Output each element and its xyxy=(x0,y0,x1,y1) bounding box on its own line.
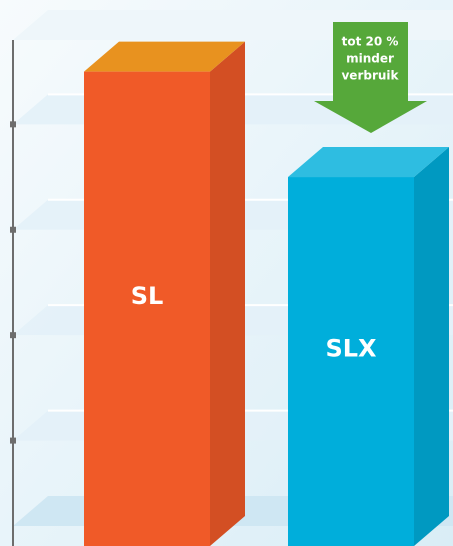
y-tick xyxy=(10,437,16,444)
annotation-arrow xyxy=(314,22,427,133)
y-tick xyxy=(10,226,16,233)
annotation-line: minder xyxy=(346,52,394,66)
bar-label: SL xyxy=(131,282,164,310)
annotation-line: tot 20 % xyxy=(342,35,399,49)
y-tick xyxy=(10,332,16,339)
bar-label: SLX xyxy=(325,335,377,363)
bar xyxy=(84,71,210,546)
bar-side xyxy=(210,41,245,546)
annotation-line: verbruik xyxy=(341,69,399,83)
bar-top xyxy=(288,147,449,178)
bar xyxy=(288,177,414,546)
bar-side xyxy=(414,147,449,546)
bar-top xyxy=(84,41,245,72)
y-tick xyxy=(10,121,16,128)
annotation: tot 20 % minder verbruik xyxy=(314,22,427,133)
